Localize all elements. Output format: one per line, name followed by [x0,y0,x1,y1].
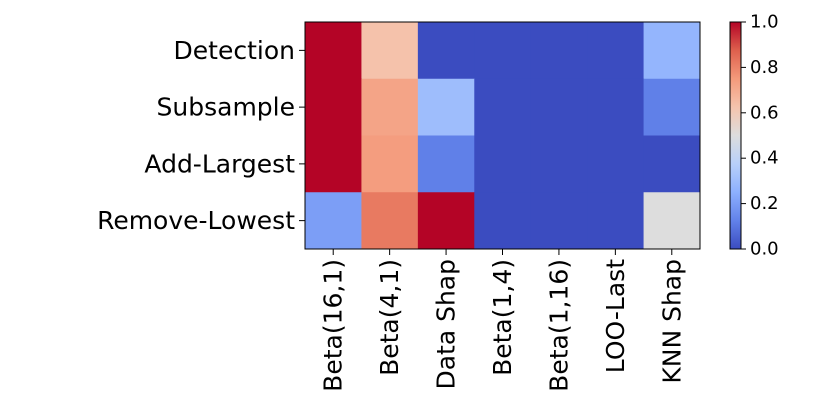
column-label: Beta(1,16) [544,259,573,392]
heatmap-cell [417,192,475,250]
heatmap-cell [361,192,419,250]
heatmap-cell [530,22,588,80]
heatmap-cell [643,192,701,250]
column-labels: Beta(16,1) Beta(4,1) Data Shap Beta(1,4) Bet… [319,249,686,392]
column-label: LOO-Last [601,259,630,373]
heatmap-cell [530,78,588,136]
heatmap-cell [587,22,645,80]
column-label: Beta(16,1) [319,259,348,392]
heatmap-cell [417,78,475,136]
heatmap-cell [305,22,362,80]
heatmap-cell [361,22,419,80]
column-label: KNN Shap [657,259,686,384]
colorbar-tick-label: 0.6 [750,102,779,123]
heatmap-cell [474,22,532,80]
heatmap-cell [361,135,419,193]
row-label: Detection [174,36,295,65]
column-label: Data Shap [432,259,461,390]
heatmap-cell [643,78,701,136]
heatmap-cell [361,78,419,136]
colorbar-tick-label: 1.0 [750,12,779,33]
heatmap-cell [305,78,362,136]
colorbar-tick-label: 0.4 [750,148,779,169]
colorbar-tick-label: 0.0 [750,239,779,260]
heatmap-cell [474,192,532,250]
colorbar [729,21,742,250]
heatmap-cell [587,192,645,250]
heatmap-cell [530,192,588,250]
heatmap-cell [643,22,701,80]
row-label: Subsample [157,93,295,122]
column-label: Beta(1,4) [488,259,517,376]
colorbar-tick-label: 0.8 [750,57,779,78]
row-label: Add-Largest [144,149,295,178]
heatmap-cell [305,192,362,250]
column-label: Beta(4,1) [375,259,404,376]
heatmap-cell [474,135,532,193]
heatmap-cell [417,135,475,193]
heatmap-cell [587,135,645,193]
row-label: Remove-Lowest [97,206,295,235]
heatmap-cell [643,135,701,193]
colorbar-tick-label: 0.2 [750,193,779,214]
row-labels: Detection Subsample Add-Largest Remove-Lowe… [97,36,305,235]
heatmap-cell [417,22,475,80]
heatmap-cells [305,22,701,250]
heatmap-cell [474,78,532,136]
colorbar-ticks: 0.0 0.2 0.4 0.6 0.8 1.0 [741,12,779,260]
heatmap-cell [587,78,645,136]
heatmap-cell [530,135,588,193]
heatmap-cell [305,135,362,193]
